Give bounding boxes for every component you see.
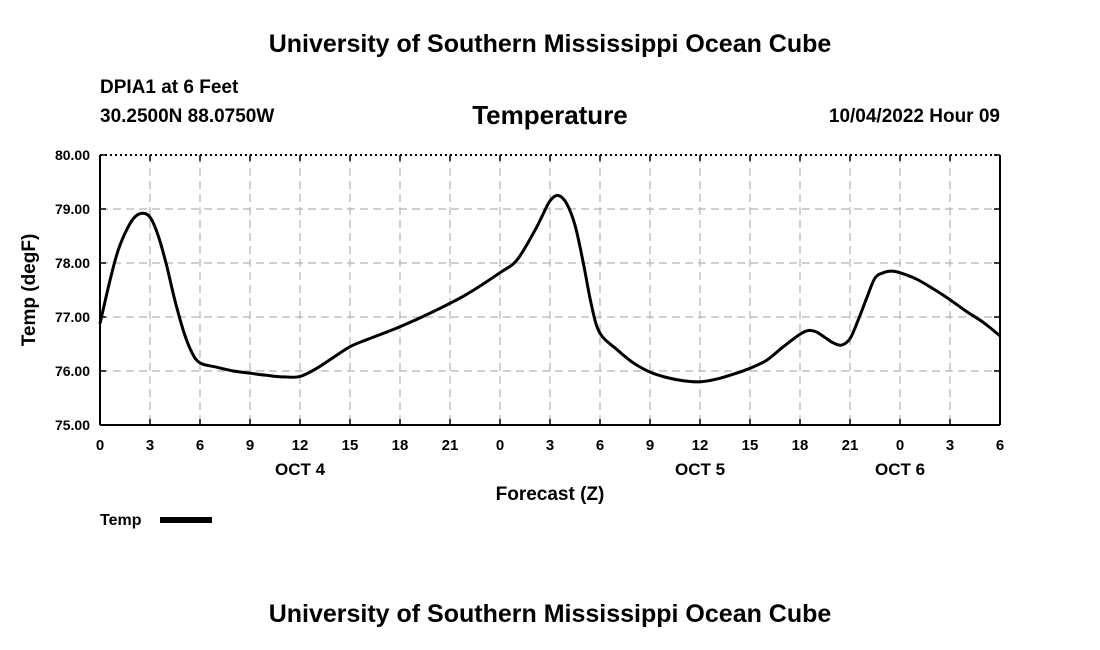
legend-label: Temp: [100, 512, 142, 529]
series-line-temp: [98, 193, 1001, 384]
x-tick-label: 18: [392, 437, 409, 454]
day-label: OCT 5: [675, 460, 725, 479]
x-tick-label: 15: [342, 437, 359, 454]
y-tick-label: 79.00: [55, 201, 90, 217]
day-label: OCT 4: [275, 460, 326, 479]
x-tick-label: 6: [996, 437, 1004, 454]
footer-title: University of Southern Mississippi Ocean…: [268, 600, 832, 628]
x-tick-label: 0: [496, 437, 504, 454]
x-tick-label: 18: [792, 437, 809, 454]
x-tick-label: 21: [442, 437, 459, 454]
x-tick-label: 0: [96, 437, 104, 454]
x-tick-label: 3: [146, 437, 154, 454]
page-title: University of Southern Mississippi Ocean…: [268, 30, 832, 58]
y-axis-label: Temp (degF): [19, 234, 40, 347]
datetime-label: 10/04/2022 Hour 09: [828, 106, 1000, 127]
chart-title: Temperature: [472, 100, 628, 130]
y-tick-label: 80.00: [55, 147, 90, 163]
x-tick-label: 21: [842, 437, 859, 454]
x-tick-label: 12: [292, 437, 309, 454]
y-tick-label: 77.00: [55, 309, 90, 325]
x-tick-label: 3: [946, 437, 954, 454]
station-label: DPIA1 at 6 Feet: [100, 77, 239, 98]
x-tick-label: 15: [742, 437, 759, 454]
x-tick-label: 3: [546, 437, 554, 454]
y-tick-label: 78.00: [55, 255, 90, 271]
x-tick-label: 9: [646, 437, 654, 454]
x-axis-label: Forecast (Z): [496, 484, 605, 505]
y-tick-label: 75.00: [55, 417, 90, 433]
y-tick-label: 76.00: [55, 363, 90, 379]
day-label: OCT 6: [875, 460, 925, 479]
x-tick-label: 6: [596, 437, 604, 454]
x-tick-label: 9: [246, 437, 254, 454]
x-tick-label: 0: [896, 437, 904, 454]
x-tick-label: 6: [196, 437, 204, 454]
x-tick-label: 12: [692, 437, 709, 454]
coordinates-label: 30.2500N 88.0750W: [100, 106, 275, 127]
